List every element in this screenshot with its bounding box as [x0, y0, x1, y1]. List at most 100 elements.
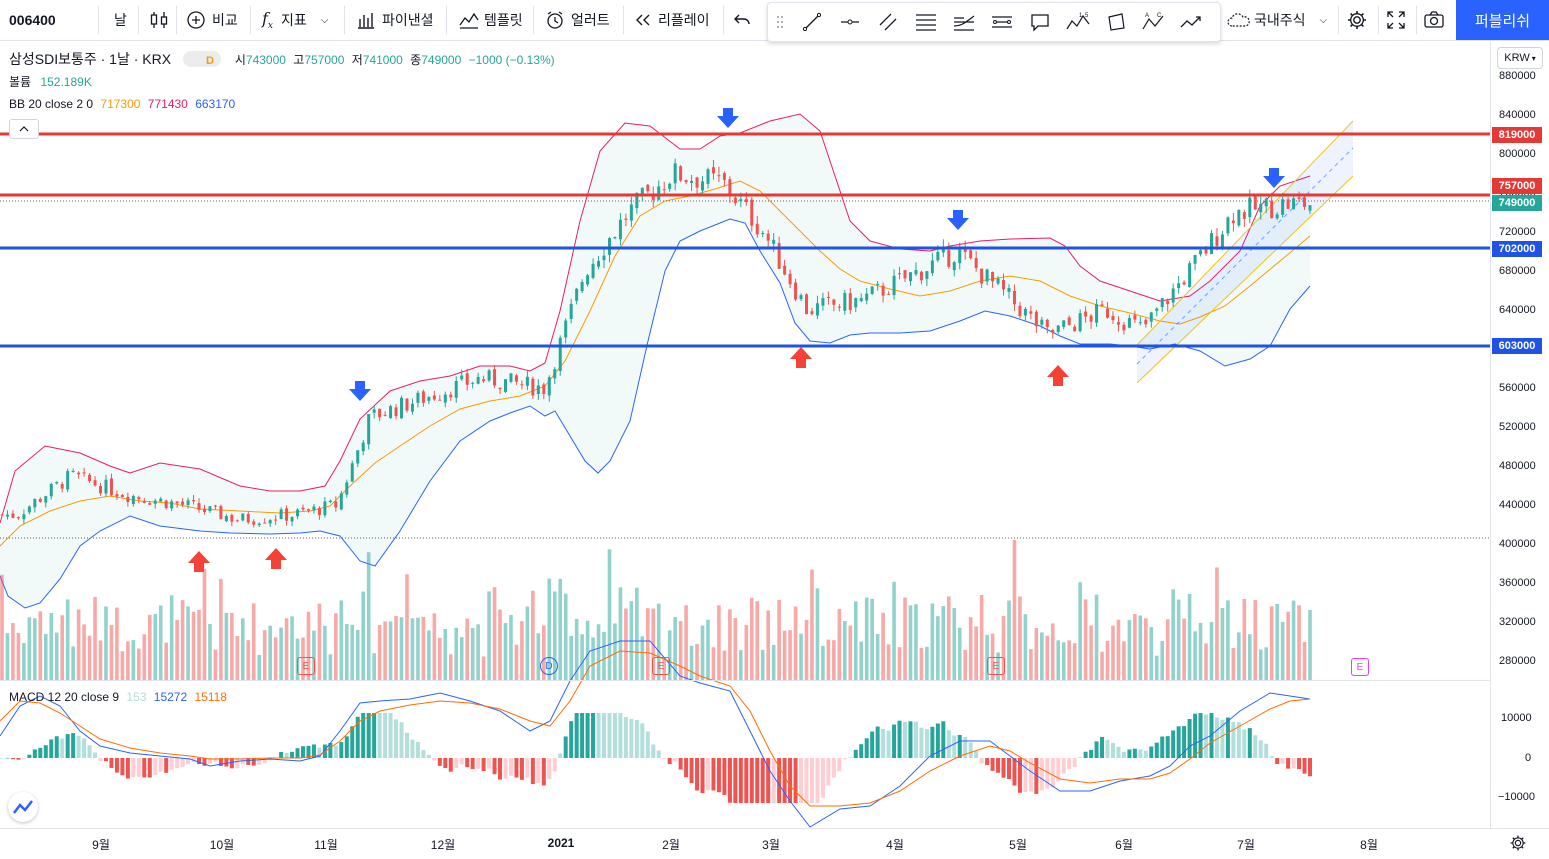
- symbol-search[interactable]: 006400: [9, 12, 56, 28]
- templates-button[interactable]: 템플릿: [458, 0, 523, 40]
- currency-button[interactable]: KRW ▾: [1497, 47, 1543, 69]
- axis-settings-button[interactable]: [1509, 834, 1527, 857]
- candle: [356, 450, 360, 468]
- volume-bar: [1187, 594, 1192, 680]
- indicators-button[interactable]: fx 지표 ⌵: [262, 0, 328, 40]
- gear-icon: [1348, 11, 1366, 29]
- undo-button[interactable]: [733, 0, 751, 40]
- volume-bar: [1067, 640, 1071, 680]
- candle: [536, 379, 540, 400]
- candle: [1106, 302, 1110, 319]
- market-select[interactable]: 국내주식 ⌵: [1226, 0, 1327, 40]
- data-source-badge[interactable]: D: [182, 51, 221, 67]
- time-axis[interactable]: 9월 10월 11월 12월 2021 2월 3월 4월 5월 6월 7월 8월: [0, 828, 1549, 859]
- candle: [416, 390, 420, 408]
- macd-hist-bar: [218, 758, 223, 767]
- candle: [952, 260, 956, 277]
- macd-legend[interactable]: MACD 12 20 close 9 153 15272 15118: [9, 690, 227, 704]
- chart-type-button[interactable]: [148, 0, 170, 40]
- candle: [837, 304, 841, 312]
- volume-bar: [946, 596, 951, 680]
- volume-bar: [257, 654, 262, 680]
- compare-button[interactable]: 비교: [186, 0, 238, 40]
- publish-button[interactable]: 퍼블리쉬: [1456, 0, 1549, 40]
- macd-hist-bar: [1100, 737, 1105, 758]
- volume-bar: [733, 618, 738, 680]
- replay-button[interactable]: 리플레이: [634, 0, 710, 40]
- macd-hist-bar: [1297, 758, 1302, 770]
- pane-separator[interactable]: [0, 680, 1490, 681]
- bb-legend[interactable]: BB 20 close 2 0 717300 771430 663170: [9, 97, 236, 111]
- interval-button[interactable]: 날: [114, 12, 127, 28]
- candle: [142, 498, 146, 504]
- macd-hist-bar: [716, 758, 721, 793]
- snapshot-button[interactable]: [1423, 0, 1445, 40]
- macd-hist-bar: [415, 741, 420, 758]
- dividend-marker[interactable]: D: [540, 657, 558, 675]
- candle: [1149, 311, 1153, 328]
- fib-retracement-icon[interactable]: [908, 3, 944, 41]
- candle: [783, 259, 787, 276]
- candle: [197, 498, 201, 513]
- macd-hist-bar: [1061, 758, 1066, 774]
- price-scale[interactable]: 880000 840000 800000 760000 720000 68000…: [1490, 41, 1549, 828]
- indicators-label: 지표: [281, 12, 307, 28]
- earnings-marker[interactable]: E: [297, 657, 315, 675]
- parallel-channel-icon[interactable]: [870, 3, 906, 41]
- macd-hist-bar: [651, 744, 656, 758]
- macd-hist-bar: [470, 758, 475, 770]
- fullscreen-button[interactable]: [1386, 0, 1406, 40]
- volume-legend[interactable]: 볼륨 152.189K: [9, 75, 92, 89]
- volume-bar: [1138, 615, 1143, 680]
- tradingview-logo[interactable]: [8, 792, 38, 822]
- volume-bar: [563, 593, 568, 680]
- callout-icon[interactable]: [1022, 3, 1058, 41]
- candle: [662, 181, 666, 196]
- path-icon[interactable]: [1174, 3, 1210, 41]
- candle: [279, 507, 283, 520]
- financials-button[interactable]: 파이낸셜: [356, 0, 434, 40]
- chart-pane[interactable]: [0, 41, 1490, 828]
- candle: [1111, 311, 1115, 324]
- volume-bar: [498, 609, 502, 680]
- macd-hist-bar: [224, 758, 229, 767]
- volume-bar: [175, 619, 179, 680]
- trend-line-icon[interactable]: [794, 3, 830, 41]
- volume-bar: [706, 619, 710, 680]
- fib-fan-icon[interactable]: [946, 3, 982, 41]
- volume-bar: [54, 632, 59, 680]
- drag-handle-icon[interactable]: [768, 3, 792, 41]
- candle: [1116, 316, 1120, 332]
- earnings-marker[interactable]: E: [1351, 658, 1369, 676]
- price-chart[interactable]: [0, 41, 1490, 828]
- macd-hist-bar: [503, 758, 508, 779]
- volume-bar: [558, 578, 563, 680]
- volume-bar: [350, 624, 355, 680]
- macd-hist-bar: [755, 758, 760, 803]
- candle: [848, 288, 852, 314]
- macd-hist-bar: [656, 750, 661, 758]
- macd-hist-bar: [831, 758, 836, 778]
- volume-bar: [448, 654, 453, 680]
- candle: [109, 473, 113, 497]
- volume-bar: [1040, 632, 1044, 680]
- polygon-icon[interactable]: [1098, 3, 1134, 41]
- earnings-marker[interactable]: E: [987, 657, 1005, 675]
- collapse-legend-button[interactable]: [9, 119, 39, 139]
- candle: [1193, 254, 1197, 271]
- earnings-marker[interactable]: E: [652, 657, 670, 675]
- volume-bar: [1133, 613, 1137, 680]
- financials-label: 파이낸셜: [382, 12, 434, 28]
- settings-button[interactable]: [1346, 0, 1368, 40]
- symbol-title[interactable]: 삼성SDI보통주 · 1날 · KRX: [9, 51, 172, 67]
- volume-bar: [109, 624, 114, 680]
- horizontal-ray-icon[interactable]: [832, 3, 868, 41]
- candle: [815, 295, 819, 320]
- volume-bar: [722, 650, 727, 680]
- range-icon[interactable]: [984, 3, 1020, 41]
- macd-hist-bar: [1242, 729, 1247, 758]
- alert-button[interactable]: 얼러트: [545, 0, 610, 40]
- volume-bar: [1182, 618, 1186, 680]
